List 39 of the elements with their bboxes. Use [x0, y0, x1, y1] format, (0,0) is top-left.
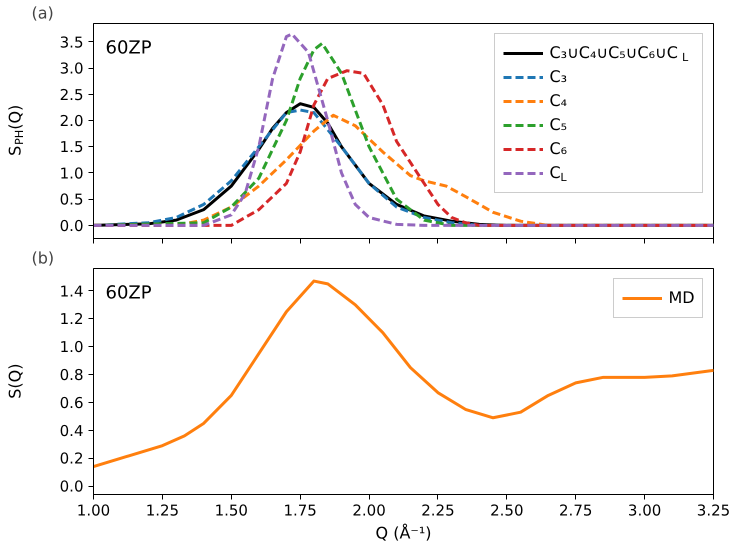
text: (a) [32, 4, 54, 22]
x-tick-label: 3.00 [628, 502, 662, 520]
y-tick-label: 2.5 [60, 86, 84, 104]
y-tick-label: 3.5 [60, 33, 84, 52]
line-series [94, 280, 714, 468]
x-tick-label: 3.25 [696, 502, 730, 520]
x-tick-label: 2.50 [490, 502, 524, 520]
y-tick-label: 1.5 [60, 138, 84, 156]
y-tick-label: 1.2 [60, 310, 84, 328]
x-tick-label: 1.00 [76, 502, 110, 520]
y-tick-label: 1.0 [60, 164, 84, 182]
annotation: 60ZP [106, 38, 152, 58]
y-tick-label: 0.4 [60, 422, 84, 440]
y-tick-label: 3.0 [60, 60, 84, 78]
y-tick-label: 0.0 [60, 478, 84, 496]
x-tick-label: 2.00 [352, 502, 386, 520]
legend-label: C₆ [550, 139, 568, 158]
legend-label: C₅ [550, 115, 568, 134]
x-tick-label: 1.25 [146, 502, 180, 520]
legend-label: MD [668, 288, 695, 307]
x-tick-label: 1.50 [214, 502, 248, 520]
y-axis-title: S(Q) [5, 364, 24, 399]
y-tick-label: 1.4 [60, 282, 84, 300]
annotation: 60ZP [106, 282, 152, 304]
x-tick-label: 2.25 [421, 502, 455, 520]
legend-label: C₄ [550, 91, 568, 110]
legend-label: C₃ [550, 67, 568, 86]
y-tick-label: 0.5 [60, 190, 84, 209]
y-tick-label: 1.0 [60, 338, 84, 356]
x-axis-title: Q (Å⁻¹) [376, 524, 432, 542]
text: (b) [32, 248, 54, 268]
y-tick-label: 0.8 [60, 366, 84, 384]
y-tick-label: 0.2 [60, 450, 84, 468]
x-tick-label: 1.75 [283, 502, 317, 520]
y-axis-title: SPH(Q) [5, 104, 26, 156]
y-tick-label: 2.0 [60, 112, 84, 130]
y-tick-label: 0.6 [60, 394, 84, 412]
y-tick-label: 0.0 [60, 216, 84, 235]
x-tick-label: 2.75 [559, 502, 592, 520]
